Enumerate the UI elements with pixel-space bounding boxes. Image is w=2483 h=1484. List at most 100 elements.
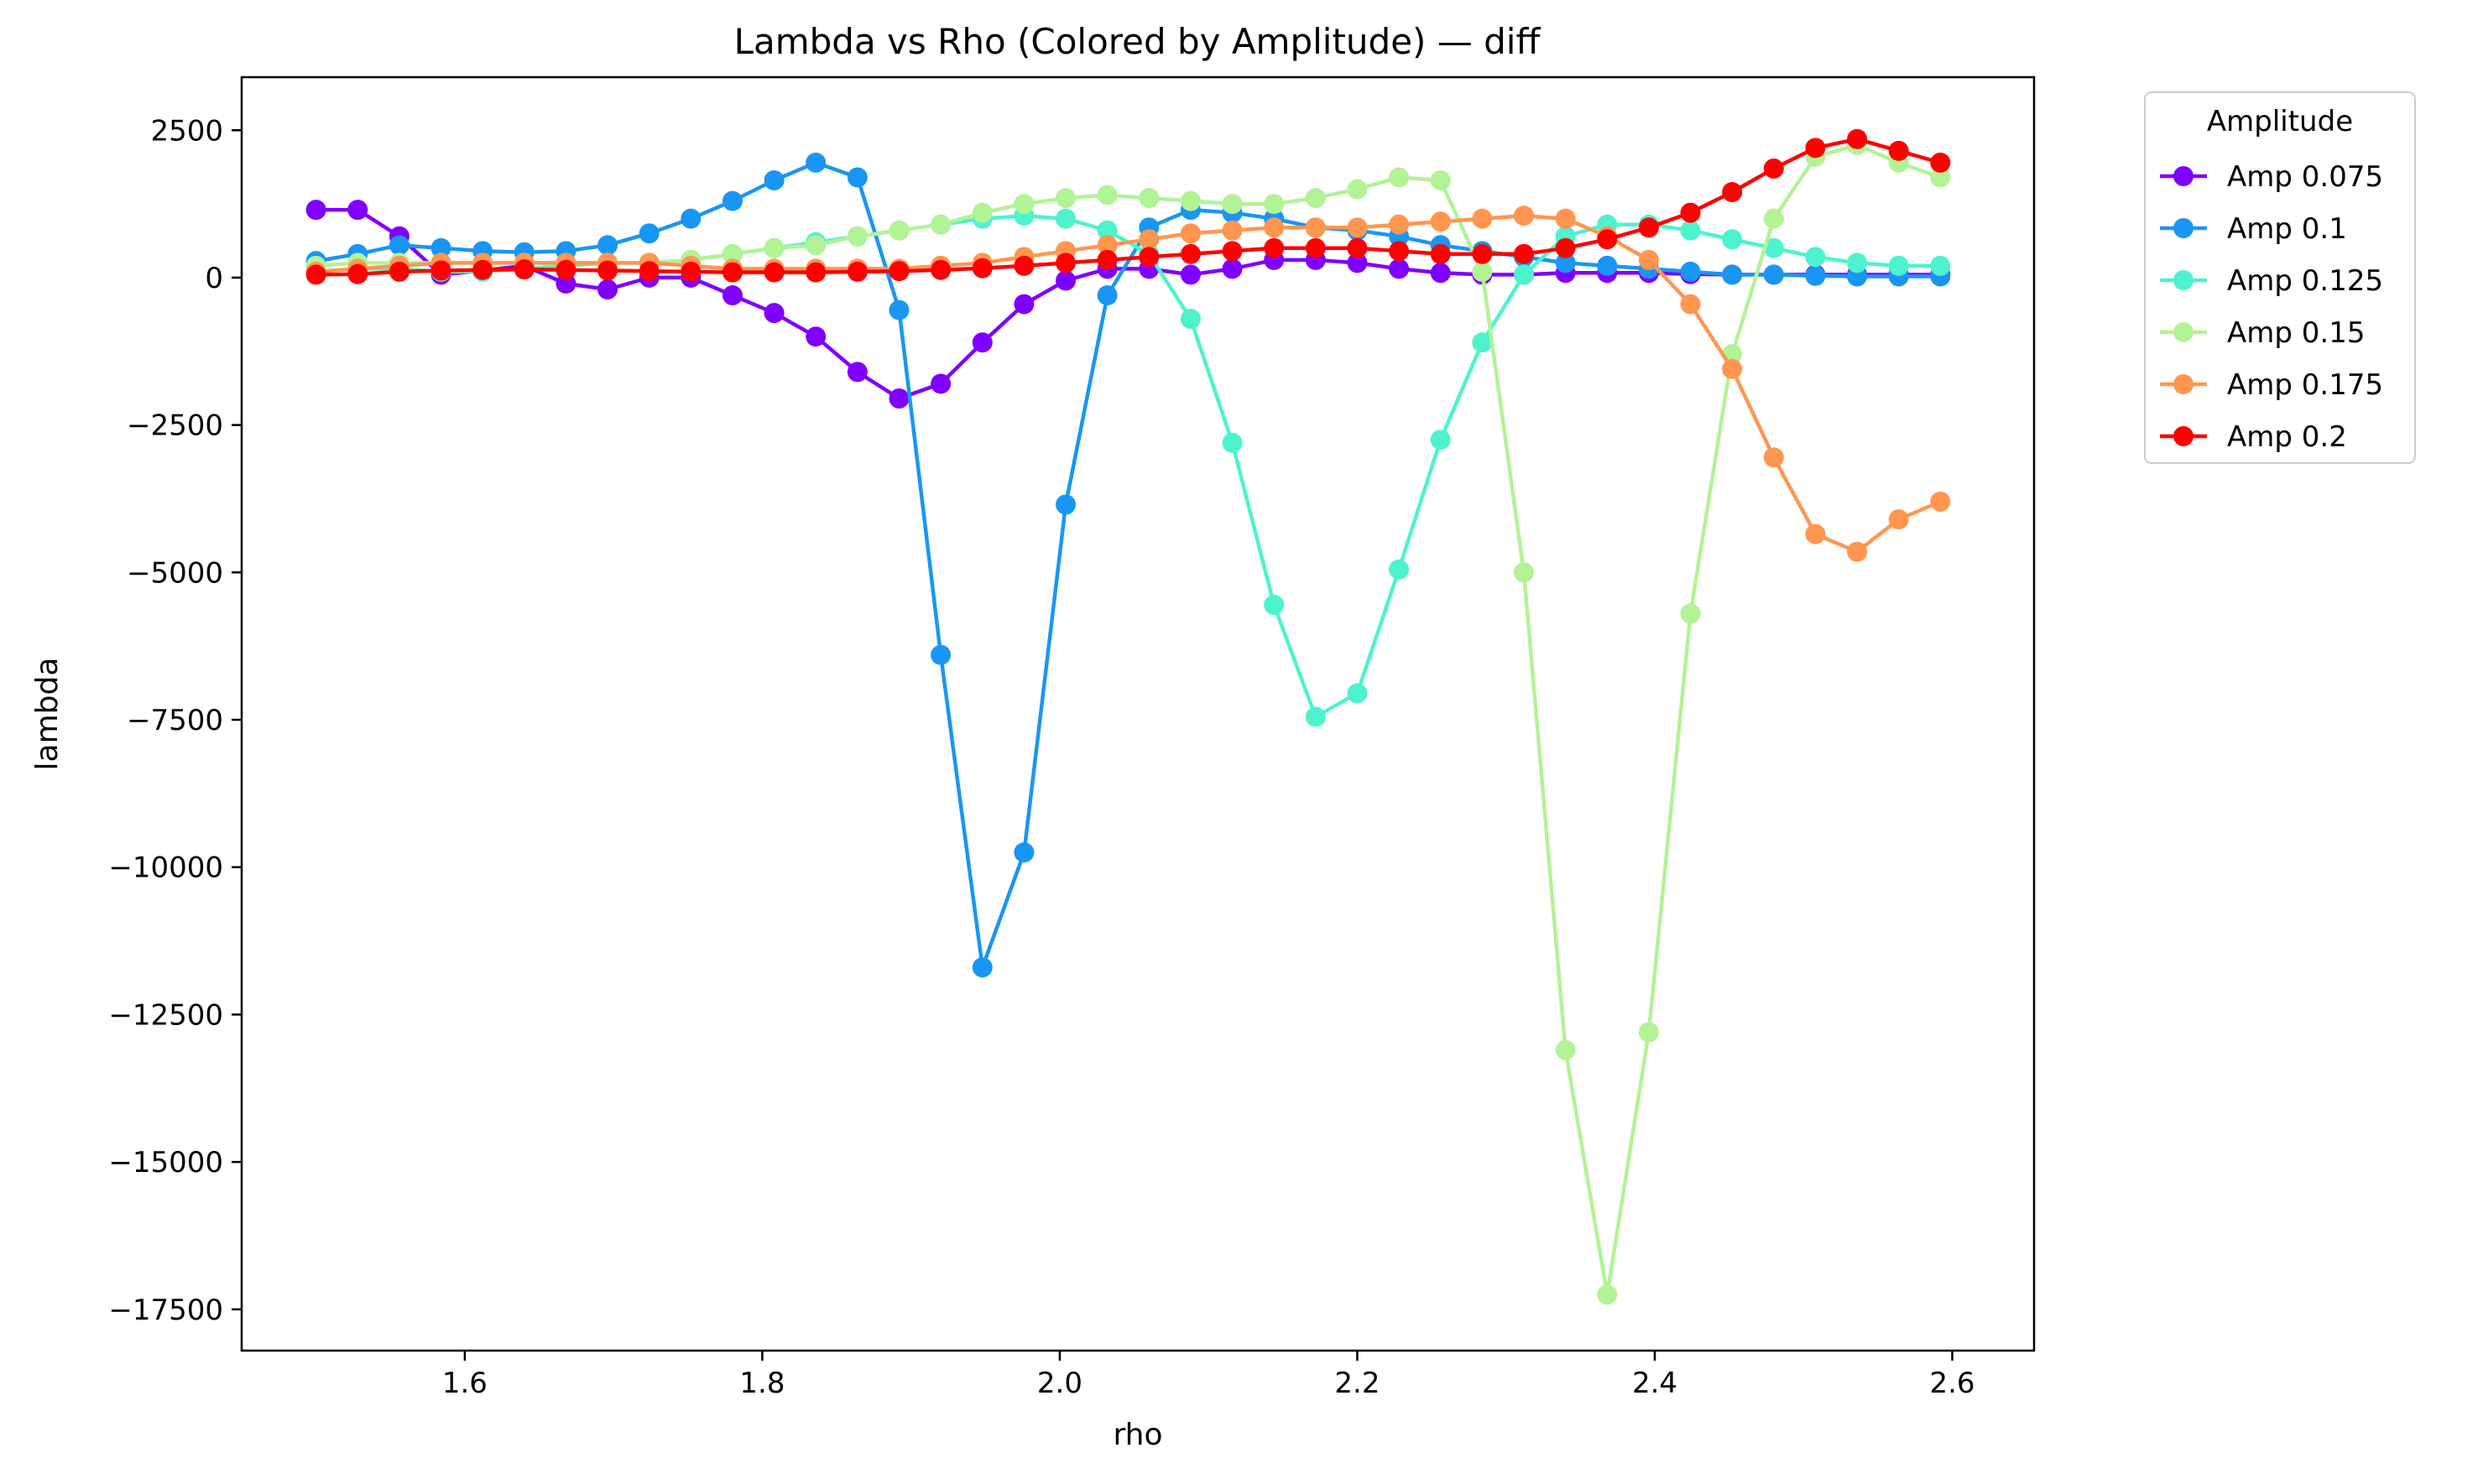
data-point-amp-0-1 xyxy=(931,644,952,665)
data-point-amp-0-175 xyxy=(1347,217,1368,238)
legend-box xyxy=(2144,91,2416,464)
data-point-amp-0-2 xyxy=(847,261,868,282)
data-point-amp-0-175 xyxy=(1472,208,1493,229)
data-point-amp-0-15 xyxy=(1930,167,1951,188)
series-line-amp-0-2 xyxy=(316,137,1941,277)
data-point-amp-0-125 xyxy=(1930,255,1951,276)
data-point-amp-0-15 xyxy=(1513,562,1534,583)
x-axis-title: rho xyxy=(1113,1418,1162,1452)
legend-marker-amp-0-15 xyxy=(2173,322,2193,342)
data-point-amp-0-175 xyxy=(1722,358,1743,379)
data-point-amp-0-125 xyxy=(1680,220,1701,241)
plot-frame xyxy=(240,76,2036,1352)
legend-marker-amp-0-2 xyxy=(2173,426,2193,446)
data-point-amp-0-175 xyxy=(1555,208,1576,229)
data-point-amp-0-2 xyxy=(681,261,702,282)
data-point-amp-0-075 xyxy=(847,362,868,383)
data-point-amp-0-15 xyxy=(1638,1022,1659,1043)
data-point-amp-0-1 xyxy=(847,167,868,188)
data-point-amp-0-075 xyxy=(1180,264,1201,285)
data-point-amp-0-2 xyxy=(1180,243,1201,264)
y-tick-label: −12500 xyxy=(108,998,223,1032)
data-point-amp-0-2 xyxy=(931,259,952,280)
data-point-amp-0-1 xyxy=(1555,253,1576,273)
data-point-amp-0-075 xyxy=(347,200,368,221)
data-point-amp-0-175 xyxy=(1389,214,1410,235)
data-point-amp-0-175 xyxy=(1264,217,1285,238)
data-point-amp-0-1 xyxy=(597,235,618,256)
data-point-amp-0-2 xyxy=(1680,202,1701,223)
data-point-amp-0-2 xyxy=(889,261,910,282)
plot-layer xyxy=(305,128,1951,1305)
x-tick-label: 2.6 xyxy=(1929,1367,1974,1400)
data-point-amp-0-2 xyxy=(1930,152,1951,173)
data-point-amp-0-075 xyxy=(1389,258,1410,279)
data-point-amp-0-175 xyxy=(1305,217,1326,238)
y-tick-label: −2500 xyxy=(127,409,223,443)
data-point-amp-0-2 xyxy=(1847,128,1868,149)
data-point-amp-0-175 xyxy=(1638,249,1659,270)
data-point-amp-0-2 xyxy=(1014,255,1035,276)
data-point-amp-0-175 xyxy=(1847,541,1868,562)
data-point-amp-0-2 xyxy=(1305,237,1326,258)
data-point-amp-0-15 xyxy=(1472,261,1493,282)
data-point-amp-0-1 xyxy=(1680,261,1701,282)
data-point-amp-0-175 xyxy=(1763,447,1784,468)
data-point-amp-0-075 xyxy=(305,200,326,221)
data-point-amp-0-1 xyxy=(639,223,660,244)
data-point-amp-0-15 xyxy=(931,214,952,235)
data-point-amp-0-15 xyxy=(1555,1039,1576,1060)
data-point-amp-0-2 xyxy=(1347,237,1368,258)
legend-label-amp-0-125: Amp 0.125 xyxy=(2227,264,2383,298)
data-point-amp-0-175 xyxy=(1888,509,1909,530)
data-point-amp-0-1 xyxy=(889,299,910,320)
data-point-amp-0-15 xyxy=(972,202,993,223)
data-point-amp-0-175 xyxy=(1930,492,1951,512)
data-point-amp-0-1 xyxy=(1056,494,1077,515)
data-point-amp-0-2 xyxy=(1555,237,1576,258)
data-point-amp-0-2 xyxy=(1430,243,1451,264)
legend-label-amp-0-175: Amp 0.175 xyxy=(2227,368,2383,402)
data-point-amp-0-15 xyxy=(806,235,827,256)
data-point-amp-0-1 xyxy=(1597,255,1618,276)
series-line-amp-0-175 xyxy=(316,213,1942,554)
data-point-amp-0-075 xyxy=(597,279,618,299)
data-point-amp-0-15 xyxy=(1389,167,1410,188)
data-point-amp-0-2 xyxy=(556,259,576,280)
data-point-amp-0-125 xyxy=(1847,253,1868,273)
data-point-amp-0-125 xyxy=(1722,229,1743,250)
data-point-amp-0-15 xyxy=(847,226,868,247)
data-point-amp-0-175 xyxy=(1513,206,1534,227)
data-point-amp-0-1 xyxy=(430,237,451,258)
legend-label-amp-0-075: Amp 0.075 xyxy=(2227,160,2383,194)
data-point-amp-0-075 xyxy=(722,285,743,306)
data-point-amp-0-125 xyxy=(1264,594,1285,615)
data-point-amp-0-1 xyxy=(806,152,827,173)
data-point-amp-0-075 xyxy=(1222,258,1243,279)
data-point-amp-0-2 xyxy=(639,261,660,282)
legend-label-amp-0-1: Amp 0.1 xyxy=(2227,212,2347,246)
data-point-amp-0-2 xyxy=(1472,243,1493,264)
data-point-amp-0-2 xyxy=(1722,182,1743,203)
data-point-amp-0-1 xyxy=(1805,265,1826,286)
legend-title: Amplitude xyxy=(2207,105,2353,138)
legend: Amplitude Amp 0.075 Amp 0.1 Amp 0.125 Amp 0… xyxy=(2144,91,2416,464)
data-point-amp-0-15 xyxy=(1347,179,1368,200)
data-point-amp-0-125 xyxy=(1805,247,1826,268)
data-point-amp-0-15 xyxy=(1680,603,1701,624)
data-point-amp-0-125 xyxy=(1180,309,1201,330)
data-point-amp-0-1 xyxy=(764,169,785,190)
data-point-amp-0-2 xyxy=(1097,249,1118,270)
data-point-amp-0-15 xyxy=(1763,208,1784,229)
data-point-amp-0-15 xyxy=(889,220,910,241)
y-axis-title: lambda xyxy=(30,658,65,771)
data-point-amp-0-175 xyxy=(1680,294,1701,315)
series-amp-0-2 xyxy=(305,128,1951,285)
data-point-amp-0-075 xyxy=(972,332,993,353)
data-point-amp-0-2 xyxy=(430,260,451,281)
data-point-amp-0-125 xyxy=(1888,255,1909,276)
data-point-amp-0-15 xyxy=(764,237,785,258)
x-tick-label: 2.4 xyxy=(1632,1367,1677,1400)
data-point-amp-0-15 xyxy=(1222,194,1243,215)
y-tick-label: 0 xyxy=(205,262,223,295)
